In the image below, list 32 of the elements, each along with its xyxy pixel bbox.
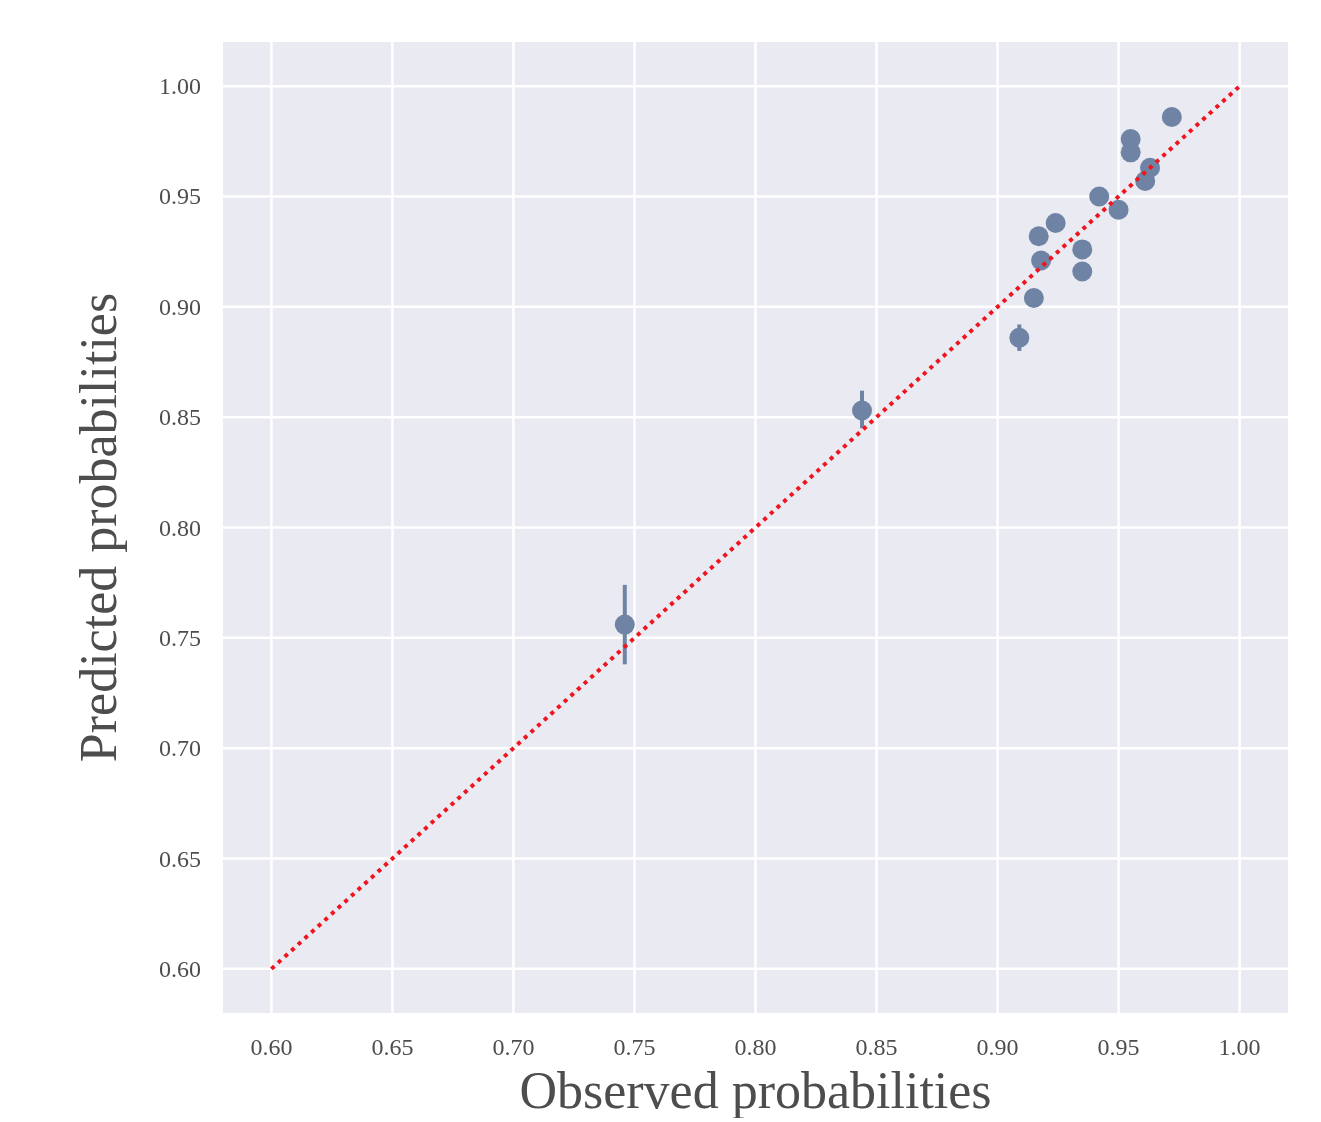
x-tick-label: 0.85 — [855, 1034, 898, 1060]
x-tick-label: 0.75 — [613, 1034, 656, 1060]
point — [1161, 107, 1182, 128]
point — [1089, 186, 1110, 207]
point — [1045, 212, 1066, 233]
x-tick-label: 0.90 — [976, 1034, 1019, 1060]
y-tick-label: 0.80 — [159, 514, 201, 541]
y-tick-label: 0.85 — [159, 404, 201, 431]
x-tick-label: 0.65 — [371, 1034, 414, 1060]
point — [614, 614, 635, 635]
y-axis-title: Predicted probabilities — [70, 292, 127, 763]
point — [1108, 199, 1129, 220]
y-tick-label: 0.90 — [159, 293, 201, 320]
point — [1031, 250, 1052, 271]
y-tick-label: 1.00 — [159, 73, 201, 100]
point — [1072, 261, 1093, 282]
x-tick-label: 0.95 — [1097, 1034, 1140, 1060]
y-tick-label: 0.95 — [159, 183, 201, 210]
y-tick-label: 0.70 — [159, 735, 201, 762]
point — [852, 400, 872, 421]
x-tick-label: 0.70 — [492, 1034, 535, 1060]
point — [1120, 142, 1141, 163]
point — [1072, 239, 1093, 260]
x-tick-label: 1.00 — [1218, 1034, 1261, 1060]
y-tick-label: 0.65 — [159, 845, 201, 872]
y-tick-label: 0.75 — [159, 624, 201, 651]
point — [1023, 287, 1044, 308]
point — [1009, 327, 1030, 348]
x-tick-label: 0.80 — [734, 1034, 777, 1060]
y-tick-label: 0.60 — [159, 955, 201, 982]
point — [1028, 226, 1049, 247]
x-tick-label: 0.60 — [250, 1034, 293, 1060]
